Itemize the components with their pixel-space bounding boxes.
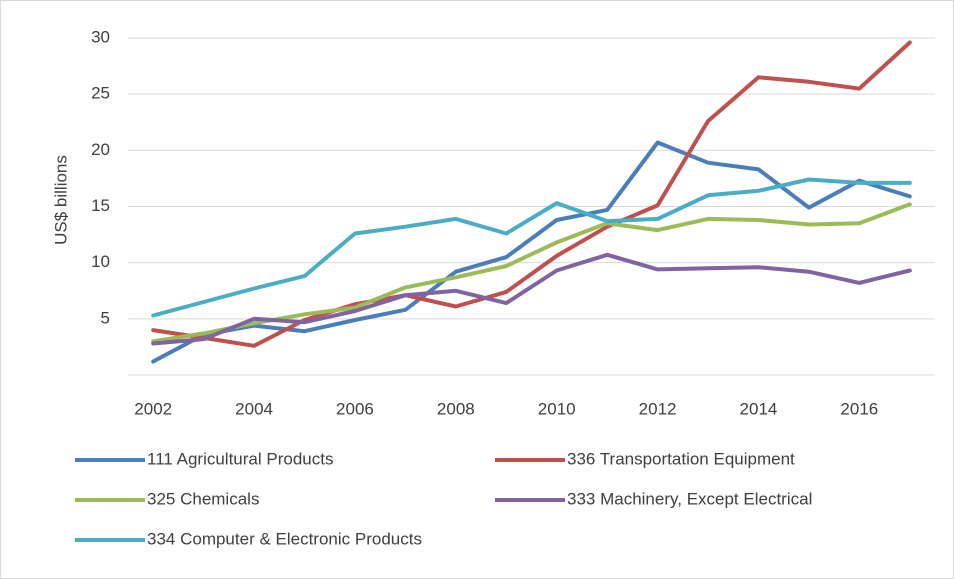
y-tick-label: 25 <box>91 84 110 103</box>
y-tick-label: 10 <box>91 252 110 271</box>
legend-label: 333 Machinery, Except Electrical <box>567 489 812 508</box>
y-tick-label: 15 <box>91 196 110 215</box>
y-tick-label: 30 <box>91 27 110 46</box>
series-line <box>151 140 912 364</box>
x-tick-label: 2012 <box>639 399 677 418</box>
x-tick-label: 2014 <box>740 399 778 418</box>
x-tick-label: 2004 <box>235 399 273 418</box>
y-tick-label: 5 <box>101 308 110 327</box>
x-tick-label: 2002 <box>134 399 172 418</box>
legend-label: 111 Agricultural Products <box>147 449 333 468</box>
x-tick-label: 2016 <box>840 399 878 418</box>
series-line <box>151 40 912 348</box>
x-tick-label: 2006 <box>336 399 374 418</box>
y-axis-label: US$ billions <box>51 155 70 245</box>
x-tick-label: 2008 <box>437 399 475 418</box>
series-line <box>151 177 912 318</box>
x-tick-label: 2010 <box>538 399 576 418</box>
y-tick-label: 20 <box>91 140 110 159</box>
series-line <box>151 252 912 346</box>
legend-label: 336 Transportation Equipment <box>567 449 795 468</box>
legend-label: 325 Chemicals <box>147 489 259 508</box>
legend-label: 334 Computer & Electronic Products <box>147 529 422 548</box>
